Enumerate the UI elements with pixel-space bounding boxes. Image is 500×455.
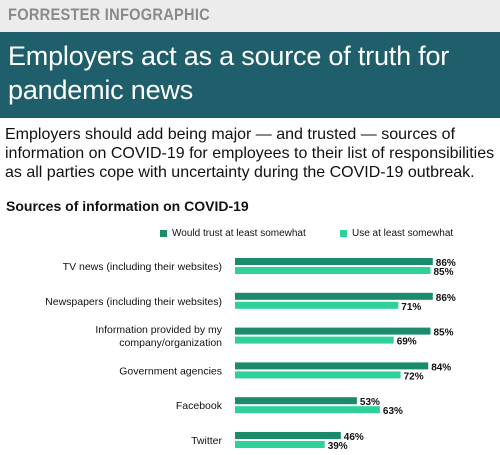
legend-label-trust: Would trust at least somewhat xyxy=(172,228,306,239)
category-label: Newspapers (including their websites) xyxy=(45,296,222,308)
data-label: 46% xyxy=(344,432,364,443)
headline: Employers act as a source of truth for p… xyxy=(8,41,450,105)
chart-legend: Would trust at least somewhat Use at lea… xyxy=(0,228,500,244)
legend-item-trust: Would trust at least somewhat xyxy=(160,228,306,239)
headline-banner: Employers act as a source of truth for p… xyxy=(0,32,500,118)
category-label: TV news (including their websites) xyxy=(63,261,222,273)
bar-trust xyxy=(235,258,433,265)
data-label: 86% xyxy=(436,293,456,304)
legend-swatch-trust xyxy=(160,230,167,237)
bar-use xyxy=(235,301,399,309)
intro-text: Employers should add being major — and t… xyxy=(5,126,495,181)
bar-trust xyxy=(235,397,357,405)
bar-trust xyxy=(235,362,429,370)
data-label: 69% xyxy=(397,337,417,348)
data-label: 85% xyxy=(434,267,454,278)
legend-item-use: Use at least somewhat xyxy=(340,228,453,239)
data-label: 39% xyxy=(328,441,348,452)
data-label: 63% xyxy=(383,406,403,417)
chart-title: Sources of information on COVID-19 xyxy=(6,198,249,214)
category-label: Twitter xyxy=(191,435,222,447)
bar-trust xyxy=(235,292,433,300)
data-label: 53% xyxy=(360,397,380,408)
category-label: Facebook xyxy=(176,400,223,412)
bar-use xyxy=(235,371,401,379)
legend-label-use: Use at least somewhat xyxy=(352,228,454,239)
category-label: Information provided by my xyxy=(95,324,222,336)
bar-use xyxy=(235,336,394,344)
bar-use xyxy=(235,406,380,414)
bar-use xyxy=(235,267,431,274)
data-label: 85% xyxy=(434,328,454,339)
data-label: 86% xyxy=(436,258,456,269)
bar-trust xyxy=(235,327,431,335)
category-label: company/organization xyxy=(119,337,222,349)
category-label: Government agencies xyxy=(119,365,222,377)
legend-swatch-use xyxy=(340,230,347,237)
bar-use xyxy=(235,441,325,448)
data-label: 71% xyxy=(401,302,421,313)
brand-bar: FORRESTER INFOGRAPHIC xyxy=(0,0,500,32)
brand-label: FORRESTER INFOGRAPHIC xyxy=(8,5,210,24)
data-label: 72% xyxy=(404,371,424,382)
data-label: 84% xyxy=(431,362,451,373)
bar-trust xyxy=(235,432,341,439)
